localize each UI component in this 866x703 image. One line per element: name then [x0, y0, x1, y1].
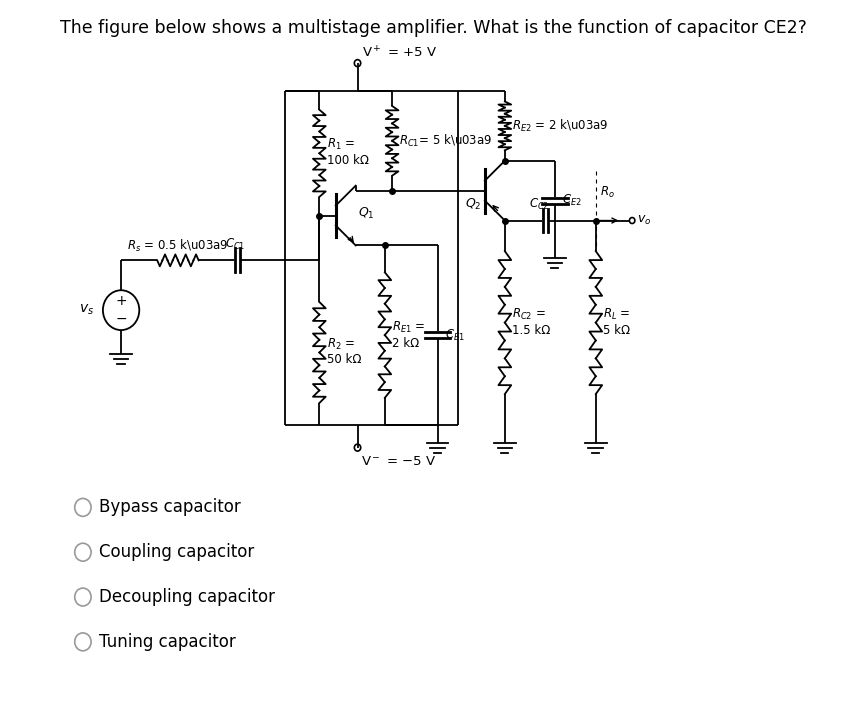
- Text: $C_{E1}$: $C_{E1}$: [445, 328, 465, 342]
- Text: 5 kΩ: 5 kΩ: [603, 323, 630, 337]
- Text: 2 kΩ: 2 kΩ: [392, 337, 419, 349]
- Text: $R_{E1}$ =: $R_{E1}$ =: [392, 320, 425, 335]
- Text: V$^-$ = $-$5 V: V$^-$ = $-$5 V: [361, 455, 436, 468]
- Text: 1.5 kΩ: 1.5 kΩ: [512, 323, 551, 337]
- Text: 100 kΩ: 100 kΩ: [326, 154, 369, 167]
- Text: $C_{C2}$: $C_{C2}$: [529, 197, 550, 212]
- Text: V$^+$ = +5 V: V$^+$ = +5 V: [362, 46, 437, 61]
- Text: $R_s$ = 0.5 k\u03a9: $R_s$ = 0.5 k\u03a9: [126, 238, 229, 254]
- Text: Tuning capacitor: Tuning capacitor: [100, 633, 236, 651]
- Text: +: +: [115, 294, 127, 308]
- Text: $C_{C1}$: $C_{C1}$: [225, 237, 246, 252]
- Text: $R_{C1}$= 5 k\u03a9: $R_{C1}$= 5 k\u03a9: [399, 133, 493, 149]
- Text: Bypass capacitor: Bypass capacitor: [100, 498, 241, 517]
- Text: $Q_1$: $Q_1$: [358, 206, 374, 221]
- Text: Decoupling capacitor: Decoupling capacitor: [100, 588, 275, 606]
- Text: $v_o$: $v_o$: [637, 214, 651, 227]
- Text: $R_1$ =: $R_1$ =: [326, 137, 355, 153]
- Text: $v_s$: $v_s$: [79, 303, 94, 317]
- Text: −: −: [115, 312, 127, 326]
- Text: $R_{C2}$ =: $R_{C2}$ =: [512, 307, 546, 322]
- Text: $R_{E2}$ = 2 k\u03a9: $R_{E2}$ = 2 k\u03a9: [512, 118, 609, 134]
- Text: 50 kΩ: 50 kΩ: [326, 354, 361, 366]
- Text: $C_{E2}$: $C_{E2}$: [562, 193, 582, 208]
- Text: $R_2$ =: $R_2$ =: [326, 337, 355, 352]
- Text: $Q_2$: $Q_2$: [465, 197, 481, 212]
- Text: $R_o$: $R_o$: [600, 185, 615, 200]
- Text: $R_L$ =: $R_L$ =: [603, 307, 630, 322]
- Text: Coupling capacitor: Coupling capacitor: [100, 543, 255, 561]
- Text: The figure below shows a multistage amplifier. What is the function of capacitor: The figure below shows a multistage ampl…: [60, 19, 806, 37]
